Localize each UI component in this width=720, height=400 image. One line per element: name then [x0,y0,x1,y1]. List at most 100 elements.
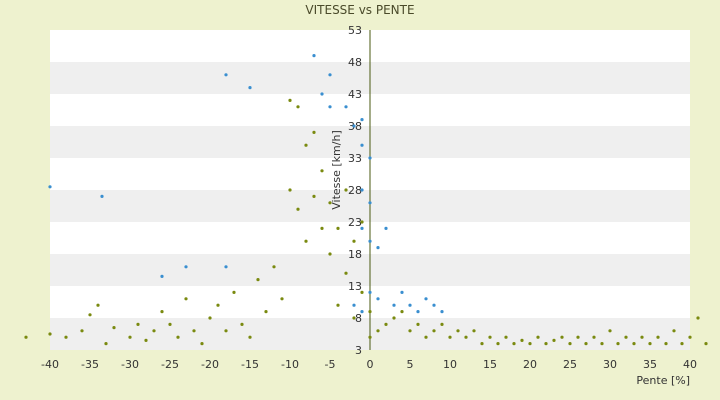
data-point [648,342,652,346]
data-point [200,342,204,346]
data-point [656,335,660,339]
data-point [568,342,572,346]
data-point [296,105,300,109]
y-tick-label: 18 [348,248,362,261]
data-point [96,303,100,307]
data-point [400,310,404,314]
data-point [248,335,252,339]
x-tick-label: -20 [201,358,219,371]
data-point [280,297,284,301]
data-point [48,185,52,189]
data-point [368,239,372,243]
x-axis-label: Pente [%] [636,374,690,387]
x-tick-labels: -40 -35 -30 -25 -20 -15 -10 -5 0 5 10 15 20 25 30 35 40 [41,358,697,371]
data-point [240,322,244,326]
x-tick-label: -25 [161,358,179,371]
data-point [688,335,692,339]
data-point [472,329,476,333]
data-point [216,303,220,307]
y-tick-label: 53 [348,24,362,37]
data-point [304,239,308,243]
data-point [704,342,708,346]
data-point [376,329,380,333]
x-tick-label: 20 [523,358,537,371]
data-point [624,335,628,339]
x-tick-label: -35 [81,358,99,371]
data-point [488,335,492,339]
data-point [576,335,580,339]
data-point [416,322,420,326]
x-tick-label: 35 [643,358,657,371]
data-point [352,124,356,128]
data-point [344,188,348,192]
data-point [176,335,180,339]
data-point [160,310,164,314]
data-point [408,329,412,333]
data-point [696,316,700,320]
data-point [24,335,28,339]
data-point [544,342,548,346]
data-point [680,342,684,346]
data-point [360,143,364,147]
data-point [352,239,356,243]
data-point [144,338,148,342]
data-point [344,271,348,275]
data-point [616,342,620,346]
data-point [360,220,364,224]
data-point [464,335,468,339]
y-tick-label: 23 [348,216,362,229]
x-tick-label: -10 [281,358,299,371]
data-point [160,274,164,278]
data-point [336,226,340,230]
data-point [64,335,68,339]
data-point [320,92,324,96]
data-point [408,303,412,307]
y-tick-label: 33 [348,152,362,165]
data-point [424,297,428,301]
data-point [232,290,236,294]
data-point [184,297,188,301]
data-point [552,338,556,342]
data-point [512,342,516,346]
data-point [440,310,444,314]
data-point [496,342,500,346]
data-point [272,265,276,269]
data-point [368,310,372,314]
data-point [432,329,436,333]
data-point [384,322,388,326]
data-point [584,342,588,346]
data-point [360,310,364,314]
data-point [352,316,356,320]
data-point [368,290,372,294]
x-tick-label: 25 [563,358,577,371]
data-point [672,329,676,333]
data-point [592,335,596,339]
data-point [312,194,316,198]
x-tick-label: 30 [603,358,617,371]
data-point [440,322,444,326]
data-point [192,329,196,333]
data-point [104,342,108,346]
data-point [384,226,388,230]
x-tick-label: -5 [325,358,336,371]
data-point [360,118,364,122]
data-point [504,335,508,339]
data-point [136,322,140,326]
data-point [376,246,380,250]
x-tick-label: -15 [241,358,259,371]
data-point [456,329,460,333]
data-point [368,335,372,339]
data-point [304,143,308,147]
data-point [128,335,132,339]
data-point [184,265,188,269]
data-point [360,226,364,230]
data-point [224,73,228,77]
data-point [416,310,420,314]
data-point [448,335,452,339]
data-point [296,207,300,211]
data-point [328,201,332,205]
data-point [288,188,292,192]
data-point [432,303,436,307]
x-tick-label: 10 [443,358,457,371]
data-point [360,188,364,192]
